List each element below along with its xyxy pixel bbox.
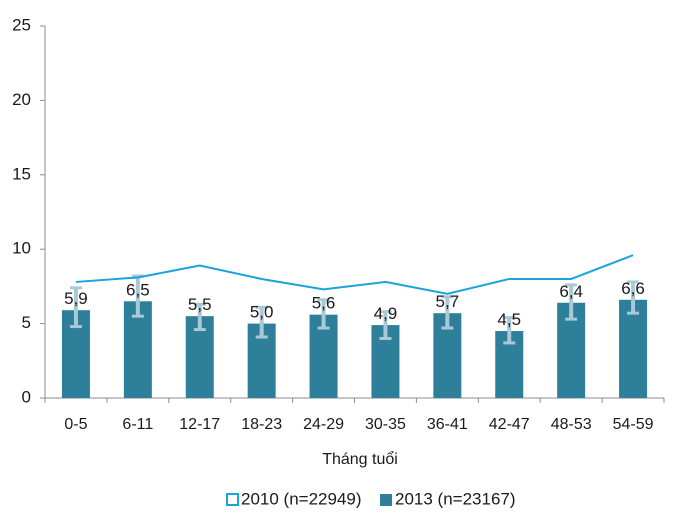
x-tick-label: 30-35 xyxy=(365,416,406,433)
error-bars xyxy=(69,274,640,345)
x-tick-label: 0-5 xyxy=(64,416,87,433)
line-2010 xyxy=(75,254,634,295)
y-tick-label: 0 xyxy=(22,387,31,406)
data-label: 5,9 xyxy=(64,289,88,308)
data-labels: 5,9 6,5 5,5 5,0 5,6 4,9 5,7 4,5 6,4 6,6 xyxy=(64,279,645,329)
data-label: 5,7 xyxy=(436,292,460,311)
legend-label-2013: 2013 (n=23167) xyxy=(395,489,516,508)
x-tick-label: 36-41 xyxy=(427,416,468,433)
data-label: 5,0 xyxy=(250,303,274,322)
legend-label-2010: 2010 (n=22949) xyxy=(241,489,362,508)
x-tick-label: 12-17 xyxy=(179,416,220,433)
y-tick-label: 15 xyxy=(12,164,31,183)
x-tick-label: 24-29 xyxy=(303,416,344,433)
x-tick-label: 54-59 xyxy=(613,416,654,433)
data-label: 5,5 xyxy=(188,295,212,314)
legend-swatch-2010 xyxy=(226,493,239,506)
x-axis-label: Tháng tuổi xyxy=(322,450,398,468)
y-tick-label: 5 xyxy=(22,313,31,332)
line-series xyxy=(75,254,634,295)
legend-swatch-2013 xyxy=(380,494,392,506)
data-label: 6,6 xyxy=(621,279,645,298)
legend: 2010 (n=22949) 2013 (n=23167) xyxy=(226,489,516,508)
y-tick-label: 10 xyxy=(12,239,31,258)
x-tick-label: 48-53 xyxy=(551,416,592,433)
x-tick-labels: 0-5 6-11 12-17 18-23 24-29 30-35 36-41 42-47 48-… xyxy=(64,416,653,433)
data-label: 4,5 xyxy=(497,310,521,329)
data-label: 6,4 xyxy=(559,282,583,301)
bars xyxy=(61,299,648,398)
data-label: 4,9 xyxy=(374,304,398,323)
x-tick-label: 18-23 xyxy=(241,416,282,433)
x-tick-label: 6-11 xyxy=(122,416,153,433)
y-tick-label: 25 xyxy=(12,15,31,34)
data-label: 6,5 xyxy=(126,280,150,299)
y-tick-label: 20 xyxy=(12,90,31,109)
bar xyxy=(619,299,648,398)
data-label: 5,6 xyxy=(312,294,336,313)
x-tick-label: 42-47 xyxy=(489,416,530,433)
